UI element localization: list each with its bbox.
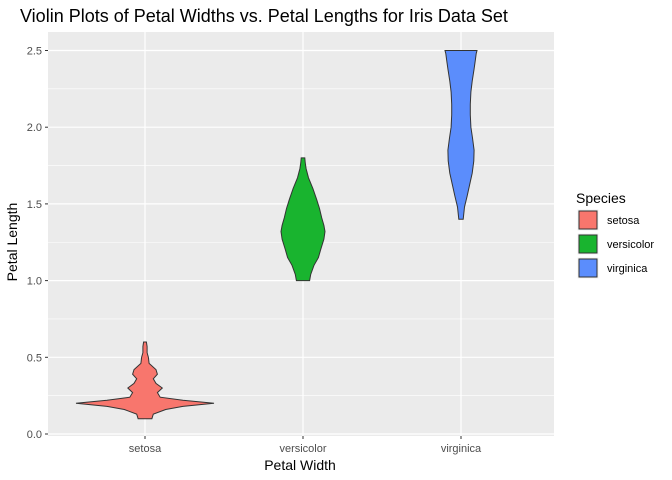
y-tick-label: 1.5 [27,199,42,211]
violin-setosa [75,341,215,420]
x-tick-label: virginica [441,443,482,455]
legend-swatch-virginica [578,258,598,278]
x-tick-label: setosa [129,443,162,455]
legend-swatch-setosa [578,210,598,230]
y-tick-label: 0.0 [27,429,42,441]
legend-title: Species [576,190,626,206]
chart-title: Violin Plots of Petal Widths vs. Petal L… [20,6,508,26]
y-tick-label: 2.0 [27,122,42,134]
violin-versicolor [280,157,326,282]
x-tick-label: versicolor [279,443,326,455]
y-tick-label: 0.5 [27,352,42,364]
x-axis-title: Petal Width [264,457,336,473]
legend-label-versicolor: versicolor [607,239,654,251]
y-tick-label: 2.5 [27,46,42,58]
y-tick-label: 1.0 [27,276,42,288]
y-axis-title: Petal Length [4,203,20,282]
legend-label-setosa: setosa [607,215,640,227]
violin-virginica [444,50,478,220]
legend-swatch-versicolor [578,234,598,254]
plot-area: 0.0 0.5 1.0 1.5 2.0 2.5 setosa versicolor virgin… [27,32,554,455]
legend-label-virginica: virginica [607,263,648,275]
legend: Species setosa versicolor virginica [576,190,654,279]
